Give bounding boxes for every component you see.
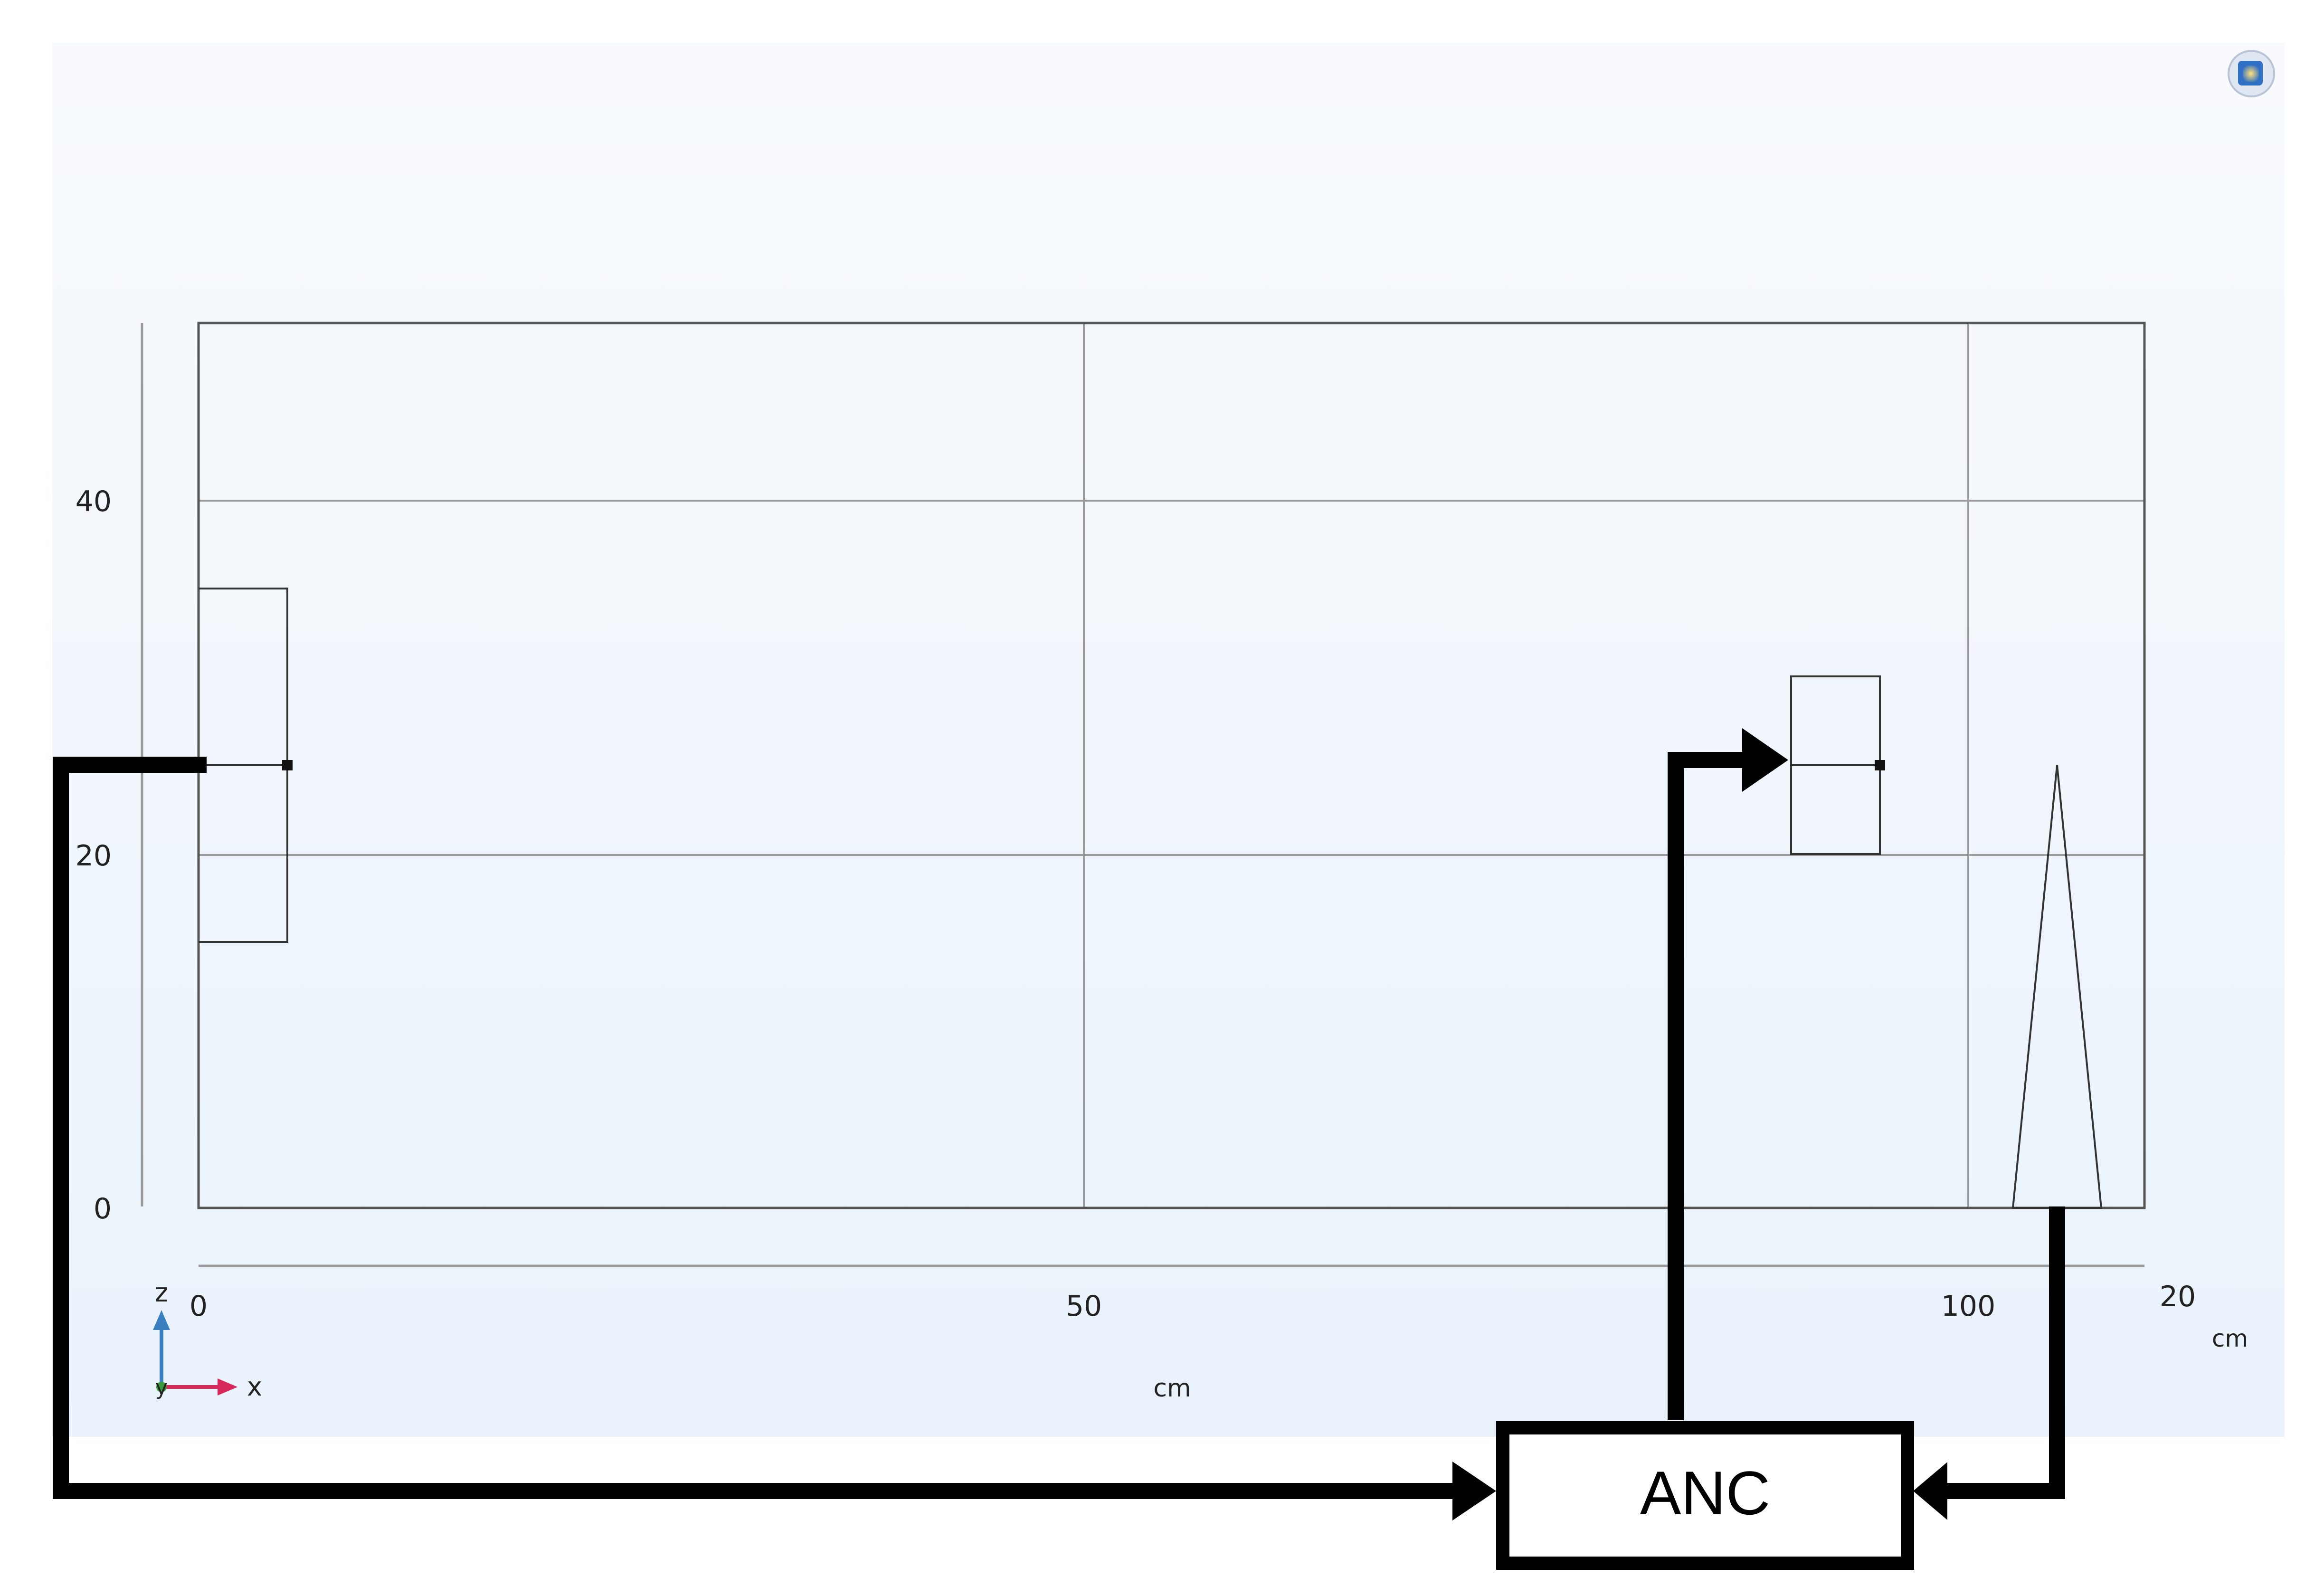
x-tick-100: 100 [1941,1290,1996,1323]
axis-triad: z x y [153,1278,262,1402]
error-signal-path [1913,1206,2065,1520]
triad-z-label: z [155,1278,168,1308]
anc-controller: ANC [1496,1421,1914,1570]
primary-source [199,588,293,943]
z-tick-40: 40 [76,485,112,518]
z-tick-0: 0 [94,1192,112,1225]
y-tick-20: 20 [2160,1280,2196,1313]
anc-box [1496,1421,1914,1570]
x-unit-label: cm [1153,1374,1191,1403]
reference-signal-path [53,757,1496,1520]
triad-y-label: y [155,1376,168,1400]
y-unit-label: cm [2212,1325,2248,1352]
x-tick-labels: 0 50 100 cm [190,1290,1995,1403]
anc-label: ANC [1640,1458,1770,1528]
z-tick-labels: 40 20 0 [76,485,112,1225]
secondary-source [1790,675,1885,855]
triad-x-label: x [247,1372,262,1402]
control-signal-path [1668,728,1788,1420]
x-tick-0: 0 [190,1290,208,1323]
z-tick-20: 20 [76,839,112,873]
x-tick-50: 50 [1066,1290,1102,1323]
graphics-window [52,43,2285,1437]
view-cube-icon[interactable] [2228,50,2275,97]
